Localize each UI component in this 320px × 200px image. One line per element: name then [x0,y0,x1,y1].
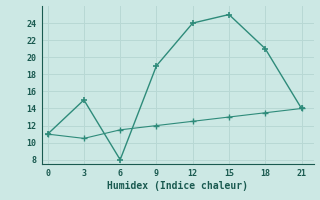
X-axis label: Humidex (Indice chaleur): Humidex (Indice chaleur) [107,181,248,191]
